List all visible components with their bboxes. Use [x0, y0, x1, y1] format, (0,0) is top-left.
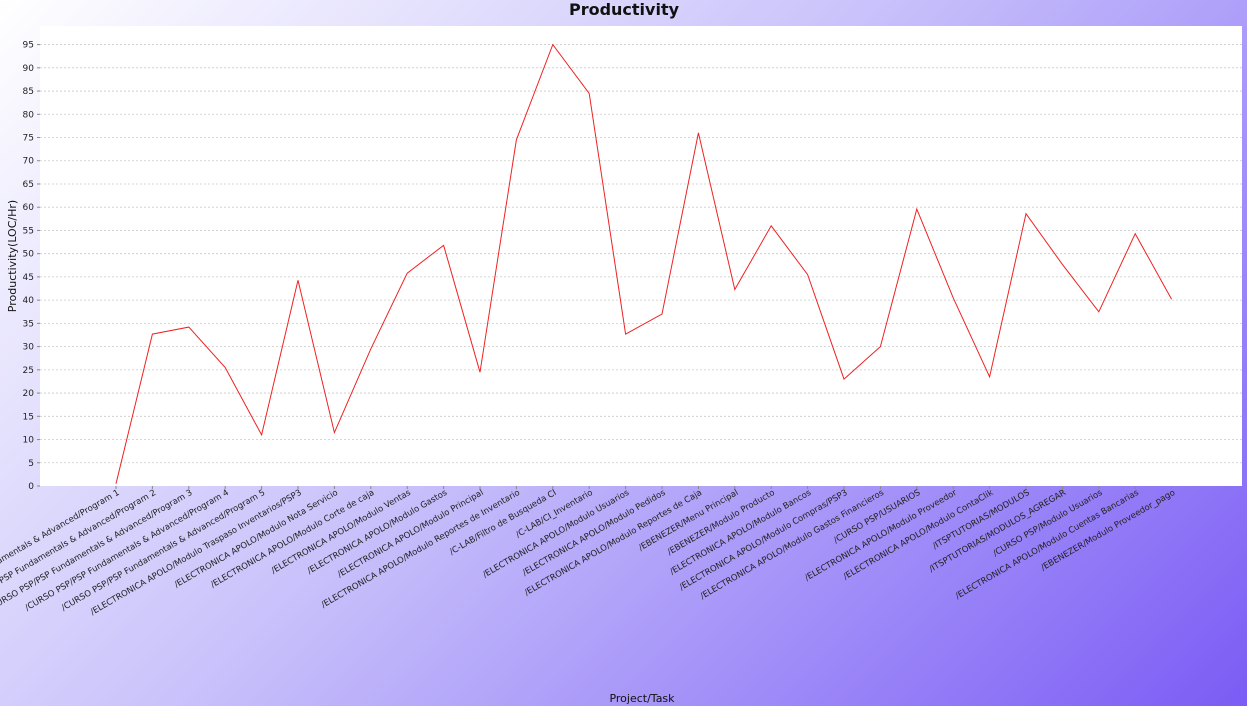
productivity-series-line [115, 43, 1173, 484]
y-tick-label: 55 [23, 226, 34, 236]
y-tick-label: 10 [23, 436, 35, 446]
plot-area [40, 26, 1242, 486]
y-tick-label: 95 [23, 41, 34, 51]
y-tick-label: 40 [23, 296, 35, 306]
y-tick-label: 30 [23, 343, 35, 353]
y-tick-label: 85 [23, 87, 34, 97]
y-tick-label: 70 [23, 157, 35, 167]
y-axis-title: Productivity(LOC/Hr) [6, 200, 19, 312]
y-tick-label: 5 [28, 459, 34, 469]
y-tick-label: 20 [23, 389, 35, 399]
y-tick-label: 45 [23, 273, 34, 283]
y-tick-label: 0 [28, 482, 34, 492]
y-tick-label: 50 [23, 250, 35, 260]
y-tick-label: 80 [23, 110, 35, 120]
y-tick-label: 35 [23, 319, 34, 329]
y-tick-label: 25 [23, 366, 34, 376]
grid-lines [40, 44, 1242, 464]
y-tick-label: 90 [23, 64, 35, 74]
y-tick-label: 75 [23, 134, 34, 144]
x-axis-title: Project/Task [609, 692, 675, 705]
y-tick-label: 65 [23, 180, 34, 190]
series-layer [115, 43, 1173, 484]
y-axis-ticks: 0 5 10 15 20 25 30 35 40 45 50 55 60 65 70 75 80 85 90 95 [23, 41, 40, 492]
y-tick-label: 60 [23, 203, 35, 213]
y-tick-label: 15 [23, 412, 34, 422]
x-axis-category-labels: /CURSO PSP/PSP Fundamentals & Advanced/P… [0, 486, 1177, 618]
chart-title: Productivity [569, 0, 680, 19]
